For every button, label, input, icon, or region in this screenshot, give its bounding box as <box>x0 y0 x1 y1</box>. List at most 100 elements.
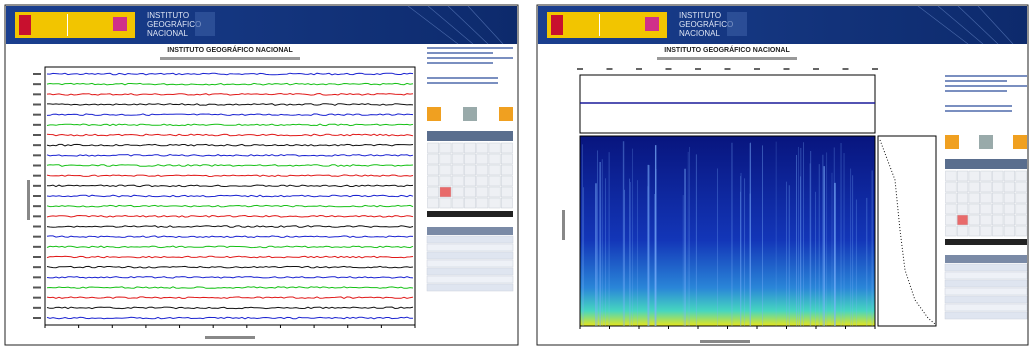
calendar-day[interactable] <box>980 203 992 215</box>
calendar-day[interactable] <box>956 203 969 215</box>
calendar-day[interactable] <box>451 186 464 198</box>
calendar-day[interactable] <box>1003 192 1016 204</box>
calendar-day[interactable] <box>464 175 476 187</box>
calendar-day[interactable] <box>464 164 476 176</box>
table-row[interactable] <box>944 263 1028 272</box>
home-button[interactable] <box>463 107 477 121</box>
calendar-day[interactable] <box>476 186 489 198</box>
calendar-day[interactable] <box>968 181 980 193</box>
calendar-header[interactable] <box>945 159 1027 169</box>
calendar-day[interactable] <box>500 153 513 165</box>
calendar-day[interactable] <box>992 225 1004 237</box>
calendar-day[interactable] <box>1003 214 1016 226</box>
calendar-day[interactable] <box>451 142 464 154</box>
calendar-day[interactable] <box>1015 203 1027 215</box>
calendar-day[interactable] <box>464 186 476 198</box>
calendar-day[interactable] <box>945 181 957 193</box>
calendar-day[interactable] <box>427 197 440 209</box>
prev-button[interactable] <box>945 135 959 149</box>
calendar-day[interactable] <box>500 186 513 198</box>
calendar-day[interactable] <box>488 153 501 165</box>
table-row[interactable] <box>426 275 514 284</box>
next-button[interactable] <box>1013 135 1027 149</box>
calendar-day[interactable] <box>980 181 992 193</box>
table-row[interactable] <box>944 311 1028 320</box>
calendar-day[interactable] <box>451 164 464 176</box>
calendar-day[interactable] <box>968 225 980 237</box>
table-row[interactable] <box>944 295 1028 304</box>
table-row[interactable] <box>426 251 514 260</box>
calendar-day[interactable] <box>956 214 969 226</box>
calendar-day[interactable] <box>439 175 452 187</box>
calendar-day[interactable] <box>956 170 969 182</box>
calendar-day[interactable] <box>1015 214 1027 226</box>
calendar-day[interactable] <box>451 153 464 165</box>
calendar-day[interactable] <box>968 214 980 226</box>
calendar-day[interactable] <box>500 197 513 209</box>
table-row[interactable] <box>426 267 514 276</box>
home-button[interactable] <box>979 135 993 149</box>
calendar-day[interactable] <box>1015 225 1027 237</box>
table-row[interactable] <box>944 271 1028 280</box>
table-row[interactable] <box>426 235 514 244</box>
calendar-day[interactable] <box>945 170 957 182</box>
calendar-day[interactable] <box>451 197 464 209</box>
calendar-day[interactable] <box>1015 170 1027 182</box>
calendar-day[interactable] <box>427 175 440 187</box>
calendar-day[interactable] <box>1003 203 1016 215</box>
calendar-day[interactable] <box>476 153 489 165</box>
calendar-day[interactable] <box>945 214 957 226</box>
calendar-day[interactable] <box>992 203 1004 215</box>
table-row[interactable] <box>944 279 1028 288</box>
calendar-day[interactable] <box>980 225 992 237</box>
calendar-day[interactable] <box>992 214 1004 226</box>
calendar-day[interactable] <box>1003 225 1016 237</box>
calendar-day[interactable] <box>439 186 452 198</box>
calendar-day[interactable] <box>1003 170 1016 182</box>
calendar-day[interactable] <box>427 142 440 154</box>
calendar-day[interactable] <box>980 214 992 226</box>
calendar-day[interactable] <box>500 164 513 176</box>
calendar-day[interactable] <box>968 203 980 215</box>
calendar-day[interactable] <box>488 186 501 198</box>
table-row[interactable] <box>944 303 1028 312</box>
prev-button[interactable] <box>427 107 441 121</box>
calendar-day[interactable] <box>476 175 489 187</box>
calendar-day[interactable] <box>439 197 452 209</box>
calendar-day[interactable] <box>968 192 980 204</box>
calendar-day[interactable] <box>968 170 980 182</box>
calendar-day[interactable] <box>1003 181 1016 193</box>
calendar-day[interactable] <box>488 175 501 187</box>
calendar-day[interactable] <box>945 225 957 237</box>
calendar-day[interactable] <box>464 153 476 165</box>
calendar-day[interactable] <box>1015 192 1027 204</box>
calendar-day[interactable] <box>464 142 476 154</box>
calendar-day[interactable] <box>980 170 992 182</box>
calendar-day[interactable] <box>980 192 992 204</box>
calendar-day[interactable] <box>464 197 476 209</box>
calendar-day[interactable] <box>488 197 501 209</box>
next-button[interactable] <box>499 107 513 121</box>
calendar-day[interactable] <box>945 192 957 204</box>
calendar-day[interactable] <box>992 192 1004 204</box>
calendar-day[interactable] <box>439 142 452 154</box>
table-row[interactable] <box>426 259 514 268</box>
calendar-day[interactable] <box>427 186 440 198</box>
calendar-day[interactable] <box>451 175 464 187</box>
calendar-day[interactable] <box>427 153 440 165</box>
calendar-day[interactable] <box>500 175 513 187</box>
calendar-day[interactable] <box>992 181 1004 193</box>
calendar-day[interactable] <box>956 225 969 237</box>
calendar-day[interactable] <box>476 197 489 209</box>
calendar-day[interactable] <box>427 164 440 176</box>
calendar-day[interactable] <box>956 181 969 193</box>
table-row[interactable] <box>944 287 1028 296</box>
calendar-day[interactable] <box>476 164 489 176</box>
calendar-day[interactable] <box>439 153 452 165</box>
calendar-day[interactable] <box>1015 181 1027 193</box>
calendar-day[interactable] <box>488 142 501 154</box>
calendar-day[interactable] <box>488 164 501 176</box>
calendar-day[interactable] <box>439 164 452 176</box>
calendar-header[interactable] <box>427 131 513 141</box>
calendar-day[interactable] <box>992 170 1004 182</box>
